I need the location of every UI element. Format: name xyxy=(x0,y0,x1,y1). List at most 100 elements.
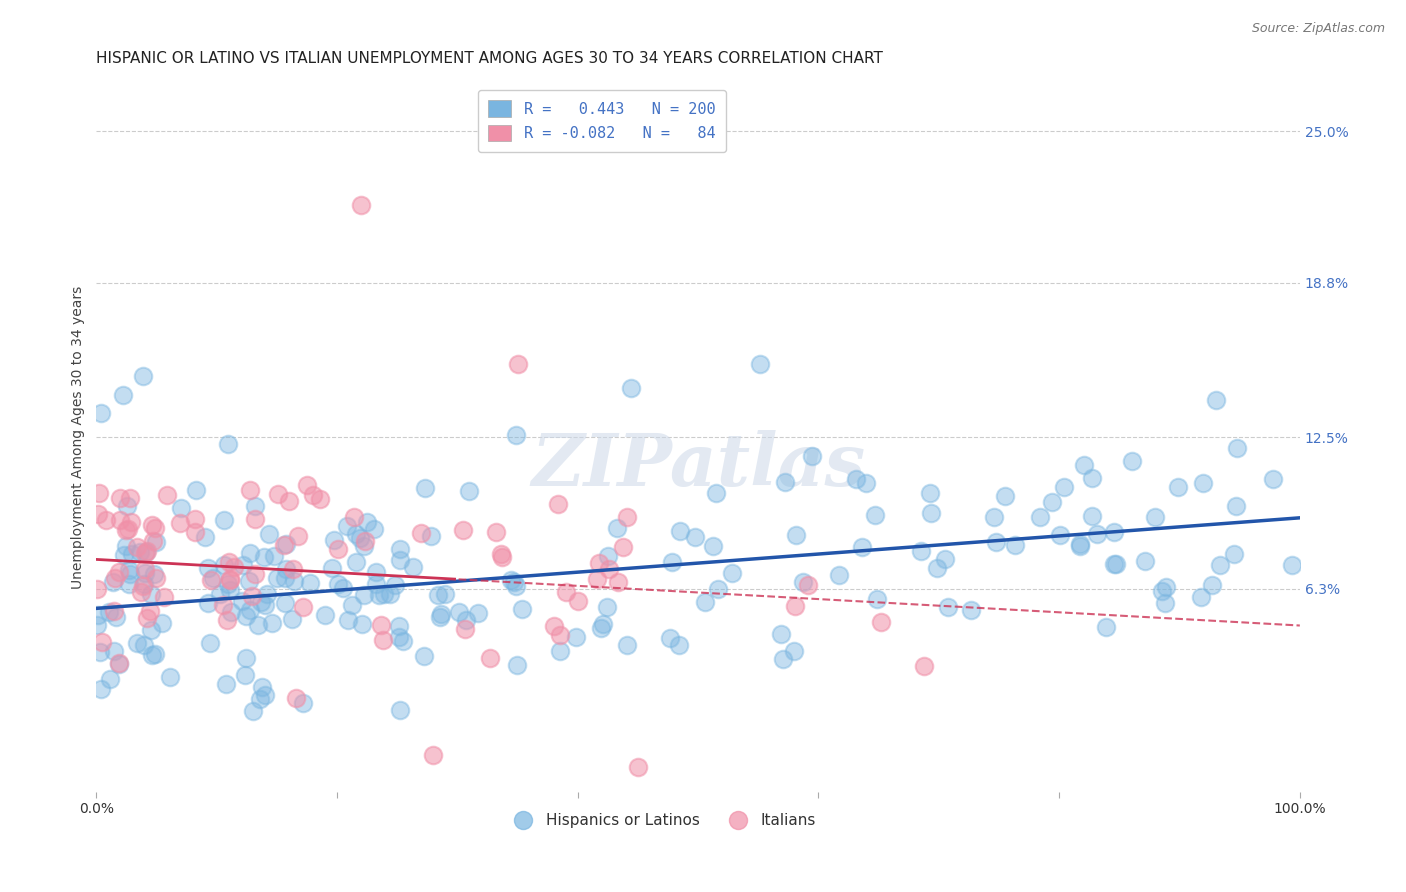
Point xyxy=(380,586,402,600)
Point xyxy=(138,604,160,618)
Point xyxy=(695,595,717,609)
Point xyxy=(254,598,277,612)
Point xyxy=(292,697,315,711)
Point xyxy=(127,636,149,650)
Point xyxy=(863,508,886,523)
Point xyxy=(344,555,367,569)
Point xyxy=(792,575,814,590)
Point xyxy=(219,605,242,619)
Point xyxy=(118,576,141,591)
Point xyxy=(388,630,411,644)
Point xyxy=(90,681,112,696)
Point xyxy=(1154,596,1177,610)
Point xyxy=(118,566,141,581)
Point xyxy=(219,573,242,587)
Point xyxy=(142,566,165,581)
Point xyxy=(627,760,650,774)
Point xyxy=(274,597,297,611)
Point xyxy=(555,584,578,599)
Point xyxy=(132,638,155,652)
Point xyxy=(370,618,392,632)
Point xyxy=(197,561,219,575)
Point xyxy=(252,550,274,565)
Point xyxy=(256,587,278,601)
Point xyxy=(592,616,614,631)
Point xyxy=(866,591,889,606)
Point xyxy=(567,594,589,608)
Point xyxy=(491,548,513,562)
Point xyxy=(598,561,620,575)
Point xyxy=(366,565,388,579)
Point xyxy=(86,582,108,597)
Point xyxy=(328,542,350,557)
Point xyxy=(548,644,571,658)
Point xyxy=(260,616,283,631)
Point xyxy=(104,571,127,585)
Point xyxy=(1209,558,1232,572)
Point xyxy=(1085,527,1108,541)
Point xyxy=(197,596,219,610)
Point xyxy=(479,651,502,665)
Point xyxy=(139,623,162,637)
Point xyxy=(150,615,173,630)
Point xyxy=(1069,537,1091,551)
Point xyxy=(1095,620,1118,634)
Point xyxy=(243,566,266,581)
Point xyxy=(451,524,474,538)
Point xyxy=(184,483,207,497)
Point xyxy=(134,577,156,591)
Point xyxy=(506,357,529,371)
Point xyxy=(249,692,271,706)
Point xyxy=(218,555,240,569)
Point xyxy=(194,530,217,544)
Point xyxy=(86,618,108,632)
Point xyxy=(103,604,125,618)
Point xyxy=(245,512,267,526)
Point xyxy=(668,638,690,652)
Point xyxy=(1201,578,1223,592)
Point xyxy=(125,540,148,554)
Point xyxy=(391,634,413,648)
Point xyxy=(920,486,942,500)
Point xyxy=(211,598,233,612)
Legend: Hispanics or Latinos, Italians: Hispanics or Latinos, Italians xyxy=(502,806,823,834)
Point xyxy=(1223,548,1246,562)
Point xyxy=(240,589,263,603)
Point xyxy=(89,645,111,659)
Point xyxy=(1150,583,1173,598)
Point xyxy=(773,475,796,489)
Point xyxy=(235,667,257,681)
Point xyxy=(184,512,207,526)
Point xyxy=(506,658,529,673)
Point xyxy=(239,483,262,497)
Point xyxy=(782,644,804,658)
Point xyxy=(449,605,471,619)
Point xyxy=(235,608,257,623)
Text: Source: ZipAtlas.com: Source: ZipAtlas.com xyxy=(1251,22,1385,36)
Text: HISPANIC OR LATINO VS ITALIAN UNEMPLOYMENT AMONG AGES 30 TO 34 YEARS CORRELATION: HISPANIC OR LATINO VS ITALIAN UNEMPLOYME… xyxy=(97,51,883,66)
Point xyxy=(145,571,167,585)
Point xyxy=(388,553,411,567)
Point xyxy=(218,574,240,588)
Point xyxy=(510,602,533,616)
Point xyxy=(156,488,179,502)
Point xyxy=(249,595,271,609)
Point xyxy=(280,612,302,626)
Point xyxy=(141,648,163,662)
Point xyxy=(658,631,681,645)
Point xyxy=(247,617,270,632)
Point xyxy=(170,501,193,516)
Point xyxy=(239,546,262,560)
Point xyxy=(1225,499,1247,513)
Point xyxy=(983,510,1005,524)
Point xyxy=(273,539,295,553)
Point xyxy=(797,578,820,592)
Point xyxy=(257,527,280,541)
Point xyxy=(1121,454,1143,468)
Point xyxy=(616,509,638,524)
Point xyxy=(129,584,152,599)
Point xyxy=(389,541,412,556)
Point xyxy=(349,531,371,545)
Point xyxy=(960,603,983,617)
Point xyxy=(456,613,478,627)
